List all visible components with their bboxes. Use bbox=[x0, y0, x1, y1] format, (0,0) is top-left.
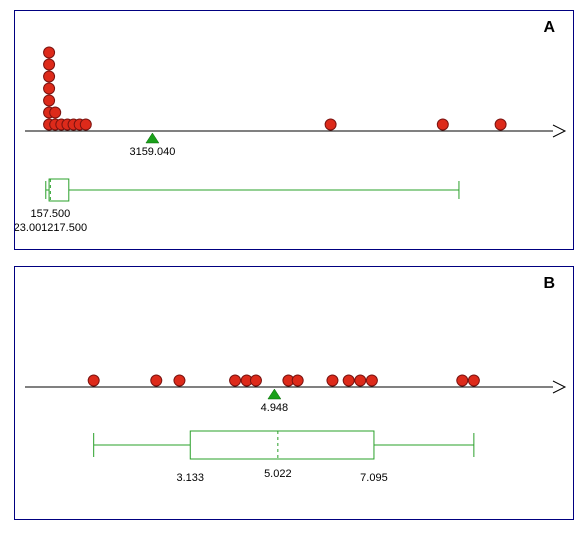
panel-a: A 3159.040 157.500 23.001217.500 bbox=[14, 10, 574, 250]
panel-a-svg: 3159.040 157.500 23.001217.500 bbox=[15, 11, 575, 251]
panel-a-label: A bbox=[543, 19, 555, 37]
svg-text:7.095: 7.095 bbox=[360, 472, 388, 484]
svg-text:3159.040: 3159.040 bbox=[129, 146, 175, 158]
svg-text:23.001217.500: 23.001217.500 bbox=[15, 222, 87, 234]
svg-text:5.022: 5.022 bbox=[264, 468, 292, 480]
panel-b: B 4.948 3.133 5.022 7.095 bbox=[14, 266, 574, 520]
panel-b-label: B bbox=[543, 275, 555, 293]
panel-b-svg: 4.948 3.133 5.022 7.095 bbox=[15, 267, 575, 521]
panel-gap bbox=[14, 250, 574, 266]
svg-text:4.948: 4.948 bbox=[261, 402, 289, 414]
svg-text:157.500: 157.500 bbox=[30, 208, 70, 220]
figure-wrap: A 3159.040 157.500 23.001217.500 B 4.948 3.… bbox=[0, 0, 588, 541]
svg-text:3.133: 3.133 bbox=[176, 472, 204, 484]
